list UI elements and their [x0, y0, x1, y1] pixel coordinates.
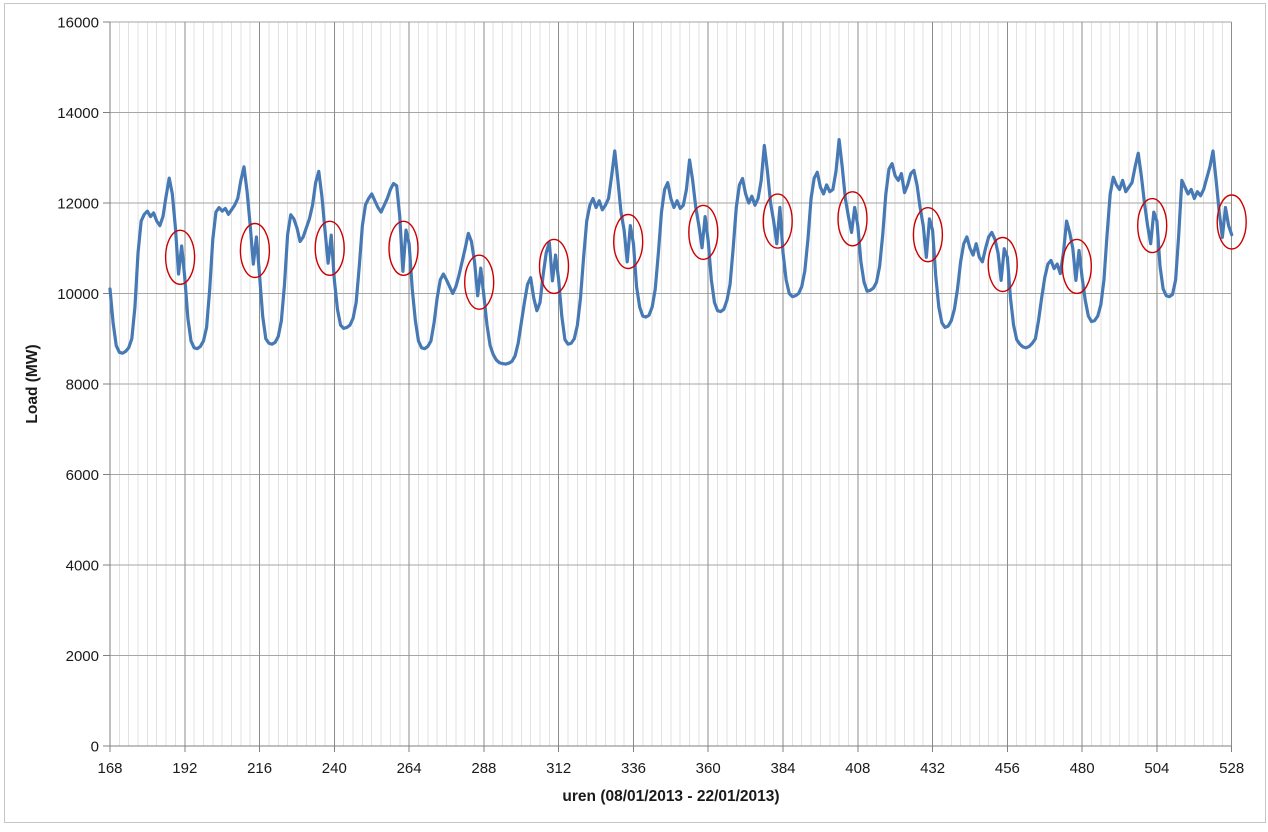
x-tick-label: 168	[97, 760, 122, 777]
x-tick-label: 360	[696, 760, 721, 777]
notch-annotation-ellipse	[464, 254, 495, 310]
notch-annotation-ellipse	[912, 206, 944, 263]
notch-annotation-ellipse	[1061, 238, 1093, 295]
notch-annotation-ellipse	[239, 222, 271, 279]
y-tick-label: 16000	[57, 15, 99, 32]
notch-annotation-ellipse	[688, 204, 719, 261]
notch-annotation-ellipse	[1136, 197, 1168, 254]
y-tick-label: 14000	[57, 105, 99, 122]
x-tick-label: 504	[1144, 760, 1169, 777]
x-tick-label: 312	[546, 760, 571, 777]
x-tick-label: 216	[247, 760, 272, 777]
notch-annotation-ellipse	[1216, 194, 1247, 250]
x-tick-label: 408	[845, 760, 870, 777]
x-tick-label: 240	[322, 760, 347, 777]
y-tick-label: 8000	[66, 377, 99, 394]
y-tick-label: 10000	[57, 286, 99, 303]
y-tick-label: 12000	[57, 196, 99, 213]
x-tick-label: 336	[621, 760, 646, 777]
x-tick-label: 288	[471, 760, 496, 777]
load-series-line	[108, 138, 1234, 366]
x-tick-label: 384	[770, 760, 795, 777]
notch-annotation-ellipse	[164, 229, 196, 285]
axis-ticks	[103, 21, 1233, 752]
y-tick-label: 2000	[66, 648, 99, 665]
notch-annotation-ellipse	[762, 193, 793, 249]
x-tick-label: 528	[1219, 760, 1244, 777]
x-tick-label: 432	[920, 760, 945, 777]
x-major-gridlines	[184, 22, 1233, 746]
x-tick-label: 192	[172, 760, 197, 777]
y-tick-label: 0	[91, 739, 99, 756]
notch-annotation-ellipse	[314, 220, 345, 277]
notch-annotation-ellipse	[837, 191, 868, 247]
y-tick-labels: 0 2000 4000 6000 8000 10000 12000 14000 16000	[57, 15, 99, 756]
x-tick-labels: 168 192 216 240 264 288 312 336 360 384 408 432 456 4…	[97, 760, 1244, 777]
annotation-ellipses	[164, 191, 1247, 310]
notch-annotation-ellipse	[388, 220, 419, 277]
chart-border	[4, 3, 1266, 823]
notch-annotation-ellipse	[538, 238, 570, 295]
y-tick-label: 6000	[66, 467, 99, 484]
x-tick-label: 264	[397, 760, 422, 777]
x-tick-label: 456	[995, 760, 1020, 777]
notch-annotation-ellipse	[987, 236, 1018, 293]
notch-annotation-ellipse	[613, 213, 644, 270]
x-axis-title: uren (08/01/2013 - 22/01/2013)	[562, 788, 779, 805]
x-tick-label: 480	[1070, 760, 1095, 777]
y-axis-title: Load (MW)	[24, 344, 41, 423]
y-tick-label: 4000	[66, 558, 99, 575]
